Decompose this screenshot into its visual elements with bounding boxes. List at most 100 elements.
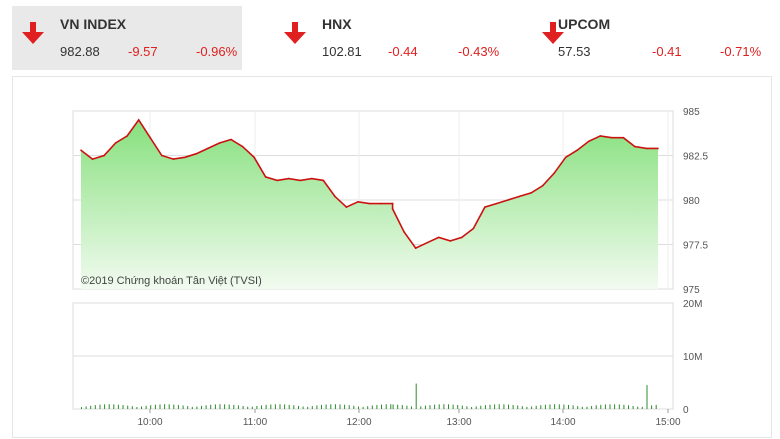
intraday-chart-panel: 985 982.5 980 977.5 975 ©2019 Chứng khoán Tân… bbox=[12, 76, 772, 438]
volume-bar bbox=[457, 405, 459, 409]
price-point bbox=[588, 140, 590, 143]
volume-bar bbox=[168, 404, 170, 409]
volume-bar bbox=[392, 404, 394, 409]
volume-bar bbox=[159, 404, 161, 409]
volume-bar bbox=[595, 405, 597, 409]
volume-bar bbox=[503, 404, 505, 409]
volume-bar bbox=[330, 404, 332, 409]
price-point bbox=[184, 156, 186, 159]
price-point bbox=[149, 136, 151, 139]
volume-bar bbox=[609, 404, 611, 409]
x-tick-label: 10:00 bbox=[137, 417, 162, 428]
volume-bar bbox=[131, 406, 133, 409]
price-point bbox=[564, 156, 567, 159]
volume-bar bbox=[475, 406, 477, 409]
intraday-chart: 985 982.5 980 977.5 975 ©2019 Chứng khoán Tân… bbox=[72, 107, 708, 428]
volume-bar bbox=[298, 405, 299, 409]
volume-bar bbox=[108, 404, 110, 409]
price-point bbox=[126, 135, 128, 137]
volume-bar bbox=[205, 405, 207, 409]
price-point bbox=[172, 158, 175, 160]
volume-bar bbox=[187, 406, 189, 409]
volume-bar bbox=[406, 405, 408, 409]
volume-bar bbox=[237, 405, 239, 409]
price-point bbox=[495, 202, 498, 205]
index-card-hnx[interactable]: HNX 102.81 -0.44 -0.43% bbox=[274, 6, 504, 70]
volume-bar bbox=[397, 404, 399, 409]
volume-bar bbox=[321, 404, 322, 409]
price-point bbox=[541, 185, 544, 187]
price-point bbox=[230, 138, 232, 141]
volume-bar bbox=[531, 406, 533, 409]
price-point bbox=[437, 236, 440, 239]
volume-bar bbox=[154, 404, 156, 409]
volume-bar bbox=[284, 404, 286, 409]
volume-bar bbox=[311, 406, 313, 409]
volume-bar bbox=[141, 406, 142, 409]
price-y-tick-label: 985 bbox=[683, 107, 700, 118]
index-card-vn-index[interactable]: VN INDEX 982.88 -9.57 -0.96% bbox=[12, 6, 242, 70]
price-point bbox=[91, 158, 94, 160]
price-point bbox=[576, 149, 578, 151]
x-tick-label: 14:00 bbox=[550, 417, 575, 428]
volume-bar bbox=[288, 404, 290, 409]
volume-bar bbox=[339, 404, 341, 409]
price-point bbox=[241, 145, 244, 148]
volume-bar bbox=[632, 406, 634, 409]
volume-bar bbox=[219, 404, 221, 409]
volume-bar bbox=[512, 405, 514, 409]
volume-bar bbox=[586, 406, 588, 409]
volume-bar bbox=[471, 407, 473, 409]
volume-bar bbox=[104, 404, 106, 409]
price-point bbox=[195, 152, 198, 155]
volume-bar bbox=[517, 405, 519, 409]
x-tick-label: 11:00 bbox=[243, 417, 268, 428]
price-point bbox=[368, 202, 371, 205]
volume-bar bbox=[438, 404, 440, 409]
volume-bar bbox=[549, 404, 551, 409]
volume-bar bbox=[554, 404, 556, 409]
volume-bar bbox=[191, 406, 193, 409]
volume-bar bbox=[637, 406, 639, 409]
volume-bar bbox=[367, 406, 369, 409]
index-percent: -0.96% bbox=[196, 44, 238, 59]
price-point bbox=[161, 154, 163, 157]
volume-bar bbox=[113, 404, 115, 409]
volume-bar bbox=[521, 406, 523, 409]
volume-bar bbox=[247, 406, 249, 409]
volume-bar bbox=[568, 404, 569, 409]
volume-bar bbox=[274, 404, 276, 409]
volume-bar bbox=[256, 406, 258, 409]
volume-bar bbox=[122, 405, 124, 409]
down-arrow-icon bbox=[542, 22, 564, 44]
volume-bar bbox=[494, 404, 496, 409]
down-arrow-icon bbox=[284, 22, 306, 44]
volume-bar bbox=[581, 406, 583, 409]
price-point bbox=[426, 241, 429, 244]
price-point bbox=[137, 119, 140, 121]
index-card-upcom[interactable]: UPCOM 57.53 -0.41 -0.71% bbox=[532, 6, 772, 70]
volume-bar bbox=[420, 406, 422, 409]
volume-bar bbox=[628, 405, 629, 409]
volume-bar bbox=[572, 405, 574, 409]
index-value: 57.53 bbox=[558, 44, 591, 59]
volume-bar bbox=[348, 405, 350, 409]
volume-bar bbox=[429, 405, 431, 409]
volume-bar bbox=[358, 406, 359, 409]
price-point bbox=[311, 177, 313, 180]
volume-bar bbox=[376, 405, 378, 409]
index-value: 102.81 bbox=[322, 44, 362, 59]
volume-bar bbox=[466, 406, 468, 409]
volume-bar bbox=[307, 406, 309, 409]
x-tick-label: 15:00 bbox=[655, 417, 680, 428]
volume-bar bbox=[401, 405, 403, 409]
volume-bar bbox=[489, 404, 491, 409]
volume-bar bbox=[242, 406, 244, 409]
volume-bar bbox=[577, 406, 579, 409]
volume-bar bbox=[424, 405, 426, 409]
volume-bar bbox=[434, 404, 436, 409]
down-arrow-icon bbox=[22, 22, 44, 44]
price-point bbox=[461, 236, 463, 239]
volume-bar bbox=[558, 404, 560, 409]
price-area-fill bbox=[81, 119, 658, 290]
